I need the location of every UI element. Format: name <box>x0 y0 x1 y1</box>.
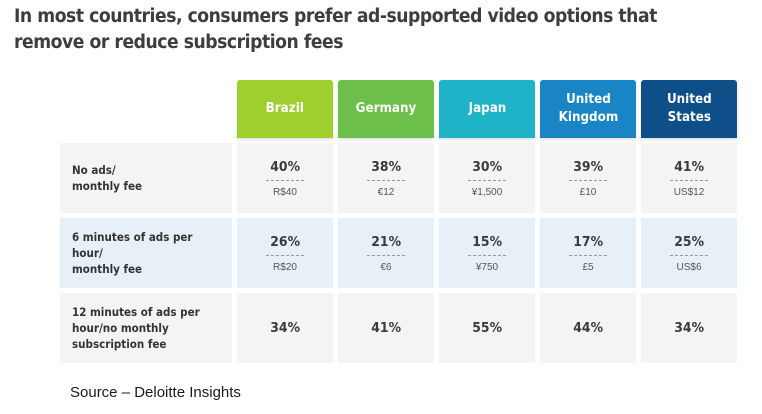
table-cell: 15% ¥750 <box>439 218 535 288</box>
percent-value: 40% <box>270 158 300 175</box>
percent-value: 55% <box>472 320 502 336</box>
table-cell: 21% €6 <box>338 218 434 288</box>
dashed-divider <box>670 179 708 181</box>
row-label-line-1: No ads/ <box>72 163 116 177</box>
row-label-line-2: hour/no monthly <box>72 321 169 335</box>
fee-value: US$12 <box>673 186 705 198</box>
row-label-text: No ads/monthly fee <box>72 162 150 194</box>
fee-value: €6 <box>380 261 392 273</box>
percent-value: 21% <box>371 233 401 250</box>
percent-value: 15% <box>472 233 502 250</box>
percent-value: 44% <box>573 320 603 336</box>
table-corner <box>60 80 232 138</box>
column-header-united-kingdom: United Kingdom <box>540 80 636 138</box>
table-cell: 40% R$40 <box>237 143 333 213</box>
chart-title-line-1: In most countries, consumers prefer ad-s… <box>14 6 657 27</box>
row-label-text: 6 minutes of ads per hour/monthly fee <box>72 229 232 277</box>
row-label-2: 6 minutes of ads per hour/monthly fee <box>60 218 232 288</box>
column-header-text: Germany <box>355 101 417 116</box>
column-header-label: Germany <box>353 100 419 118</box>
source-note: Source – Deloitte Insights <box>70 384 241 401</box>
fee-value: ¥1,500 <box>471 186 503 198</box>
percent-value: 30% <box>472 158 502 175</box>
table-cell: 41% <box>338 293 434 363</box>
column-header-germany: Germany <box>338 80 434 138</box>
row-label-line-2: monthly fee <box>72 179 143 193</box>
table-cell: 44% <box>540 293 636 363</box>
fee-value: €12 <box>377 186 395 198</box>
row-label-3: 12 minutes of ads per hour/no monthly subs… <box>60 293 232 363</box>
table-cell: 38% €12 <box>338 143 434 213</box>
dashed-divider <box>670 254 708 256</box>
table-cell: 34% <box>641 293 737 363</box>
row-label-line-1: 12 minutes of ads per <box>72 305 200 319</box>
table-cell: 30% ¥1,500 <box>439 143 535 213</box>
row-label-line-1: 6 minutes of ads per hour/ <box>72 230 193 260</box>
table-cell: 25% US$6 <box>641 218 737 288</box>
percent-value: 34% <box>674 320 704 336</box>
data-table: Brazil Germany Japan United Kingdom United Sta… <box>60 80 737 363</box>
dashed-divider <box>468 254 506 256</box>
percent-value: 38% <box>371 158 401 175</box>
column-header-line-2: Kingdom <box>558 110 618 125</box>
column-header-brazil: Brazil <box>237 80 333 138</box>
column-header-label: Brazil <box>264 100 306 118</box>
table-cell: 34% <box>237 293 333 363</box>
fee-value: R$20 <box>273 261 297 273</box>
row-label-line-3: subscription fee <box>72 337 167 351</box>
percent-value: 26% <box>270 233 300 250</box>
column-header-label: Japan <box>467 100 508 118</box>
fee-value: £10 <box>579 186 597 198</box>
fee-value: £5 <box>582 261 594 273</box>
percent-value: 17% <box>573 233 603 250</box>
column-header-text: Japan <box>468 101 506 116</box>
percent-value: 34% <box>270 320 300 336</box>
row-label-1: No ads/monthly fee <box>60 143 232 213</box>
dashed-divider <box>367 254 405 256</box>
table-cell: 26% R$20 <box>237 218 333 288</box>
table-cell: 39% £10 <box>540 143 636 213</box>
percent-value: 25% <box>674 233 704 250</box>
chart-title: In most countries, consumers prefer ad-s… <box>14 4 702 56</box>
fee-value: R$40 <box>273 186 297 198</box>
percent-value: 39% <box>573 158 603 175</box>
table-cell: 41% US$12 <box>641 143 737 213</box>
column-header-label: United Kingdom <box>556 91 621 127</box>
dashed-divider <box>367 179 405 181</box>
chart-title-line-2: remove or reduce subscription fees <box>14 32 344 53</box>
column-header-line-1: United <box>666 92 712 107</box>
percent-value: 41% <box>674 158 704 175</box>
row-label-line-2: monthly fee <box>72 262 143 276</box>
dashed-divider <box>569 254 607 256</box>
dashed-divider <box>569 179 607 181</box>
dashed-divider <box>468 179 506 181</box>
fee-value: US$6 <box>676 261 702 273</box>
column-header-label: United States <box>665 91 714 127</box>
row-label-text: 12 minutes of ads per hour/no monthly subs… <box>72 304 214 352</box>
percent-value: 41% <box>371 320 401 336</box>
column-header-united-states: United States <box>641 80 737 138</box>
table-cell: 55% <box>439 293 535 363</box>
table-cell: 17% £5 <box>540 218 636 288</box>
dashed-divider <box>266 179 304 181</box>
column-header-text: Brazil <box>265 101 305 116</box>
column-header-line-2: States <box>667 110 711 125</box>
dashed-divider <box>266 254 304 256</box>
column-header-line-1: United <box>565 92 611 107</box>
column-header-japan: Japan <box>439 80 535 138</box>
fee-value: ¥750 <box>475 261 499 273</box>
